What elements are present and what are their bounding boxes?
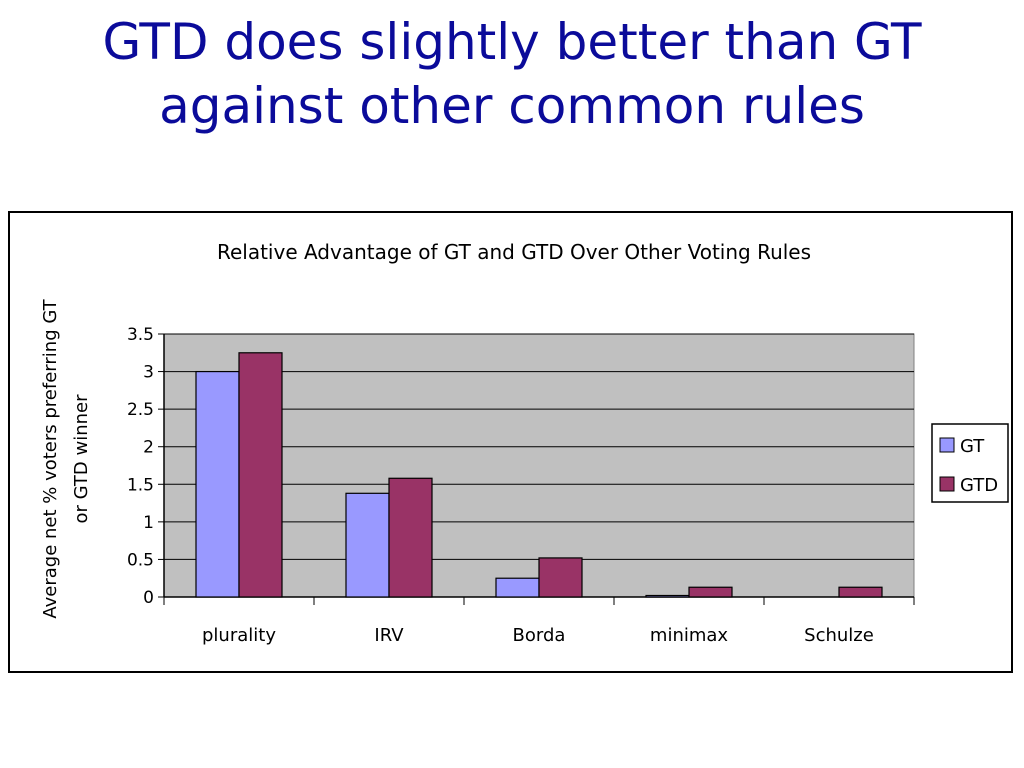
legend: GT GTD bbox=[931, 423, 1009, 503]
slide-title-line-1: GTD does slightly better than GT bbox=[102, 13, 922, 71]
bar-gt-irv bbox=[345, 492, 390, 598]
y-axis-label-line-1: Average net % voters preferring GT bbox=[40, 298, 61, 618]
plot-area: 0 0.5 1 1.5 2 2.5 3 3.5 plurality IRV Borda minimax… bbox=[127, 325, 915, 646]
y-axis-label: Average net % voters preferring GT or GT… bbox=[40, 298, 92, 618]
bar-gt-borda bbox=[495, 577, 540, 598]
y-axis-label-line-2: or GTD winner bbox=[71, 394, 92, 524]
y-tick-label: 0.5 bbox=[127, 550, 154, 570]
x-tick-label: Schulze bbox=[804, 625, 874, 646]
y-tick-label: 1 bbox=[143, 513, 154, 533]
bar-gtd-plurality bbox=[238, 352, 283, 598]
y-tick-label: 2 bbox=[143, 438, 154, 458]
chart-frame: Relative Advantage of GT and GTD Over Ot… bbox=[8, 211, 1013, 673]
legend-label-gt: GT bbox=[960, 436, 985, 457]
x-tick-label: minimax bbox=[650, 625, 729, 646]
x-tick-label: IRV bbox=[374, 625, 404, 646]
y-tick-label: 0 bbox=[143, 588, 154, 608]
x-tick-label: plurality bbox=[202, 625, 276, 646]
y-tick-label: 2.5 bbox=[127, 400, 154, 420]
y-tick-label: 1.5 bbox=[127, 475, 154, 495]
bar-chart: Relative Advantage of GT and GTD Over Ot… bbox=[40, 240, 1009, 646]
y-tick-label: 3.5 bbox=[127, 325, 154, 345]
plot-background bbox=[163, 333, 915, 598]
legend-label-gtd: GTD bbox=[960, 475, 998, 496]
bar-gtd-irv bbox=[388, 477, 433, 598]
bar-gtd-schulze bbox=[838, 586, 883, 598]
chart-title: Relative Advantage of GT and GTD Over Ot… bbox=[217, 240, 811, 264]
slide-title: GTD does slightly better than GT against… bbox=[0, 10, 1024, 138]
bar-gtd-minimax bbox=[688, 586, 733, 598]
slide-title-line-2: against other common rules bbox=[159, 77, 865, 135]
legend-swatch-gtd bbox=[939, 476, 955, 492]
x-tick-label: Borda bbox=[513, 625, 566, 646]
legend-swatch-gt bbox=[939, 437, 955, 453]
bar-gt-plurality bbox=[195, 370, 240, 598]
bar-gt-minimax bbox=[645, 594, 690, 598]
y-tick-label: 3 bbox=[143, 363, 154, 383]
bar-gtd-borda bbox=[538, 557, 583, 598]
